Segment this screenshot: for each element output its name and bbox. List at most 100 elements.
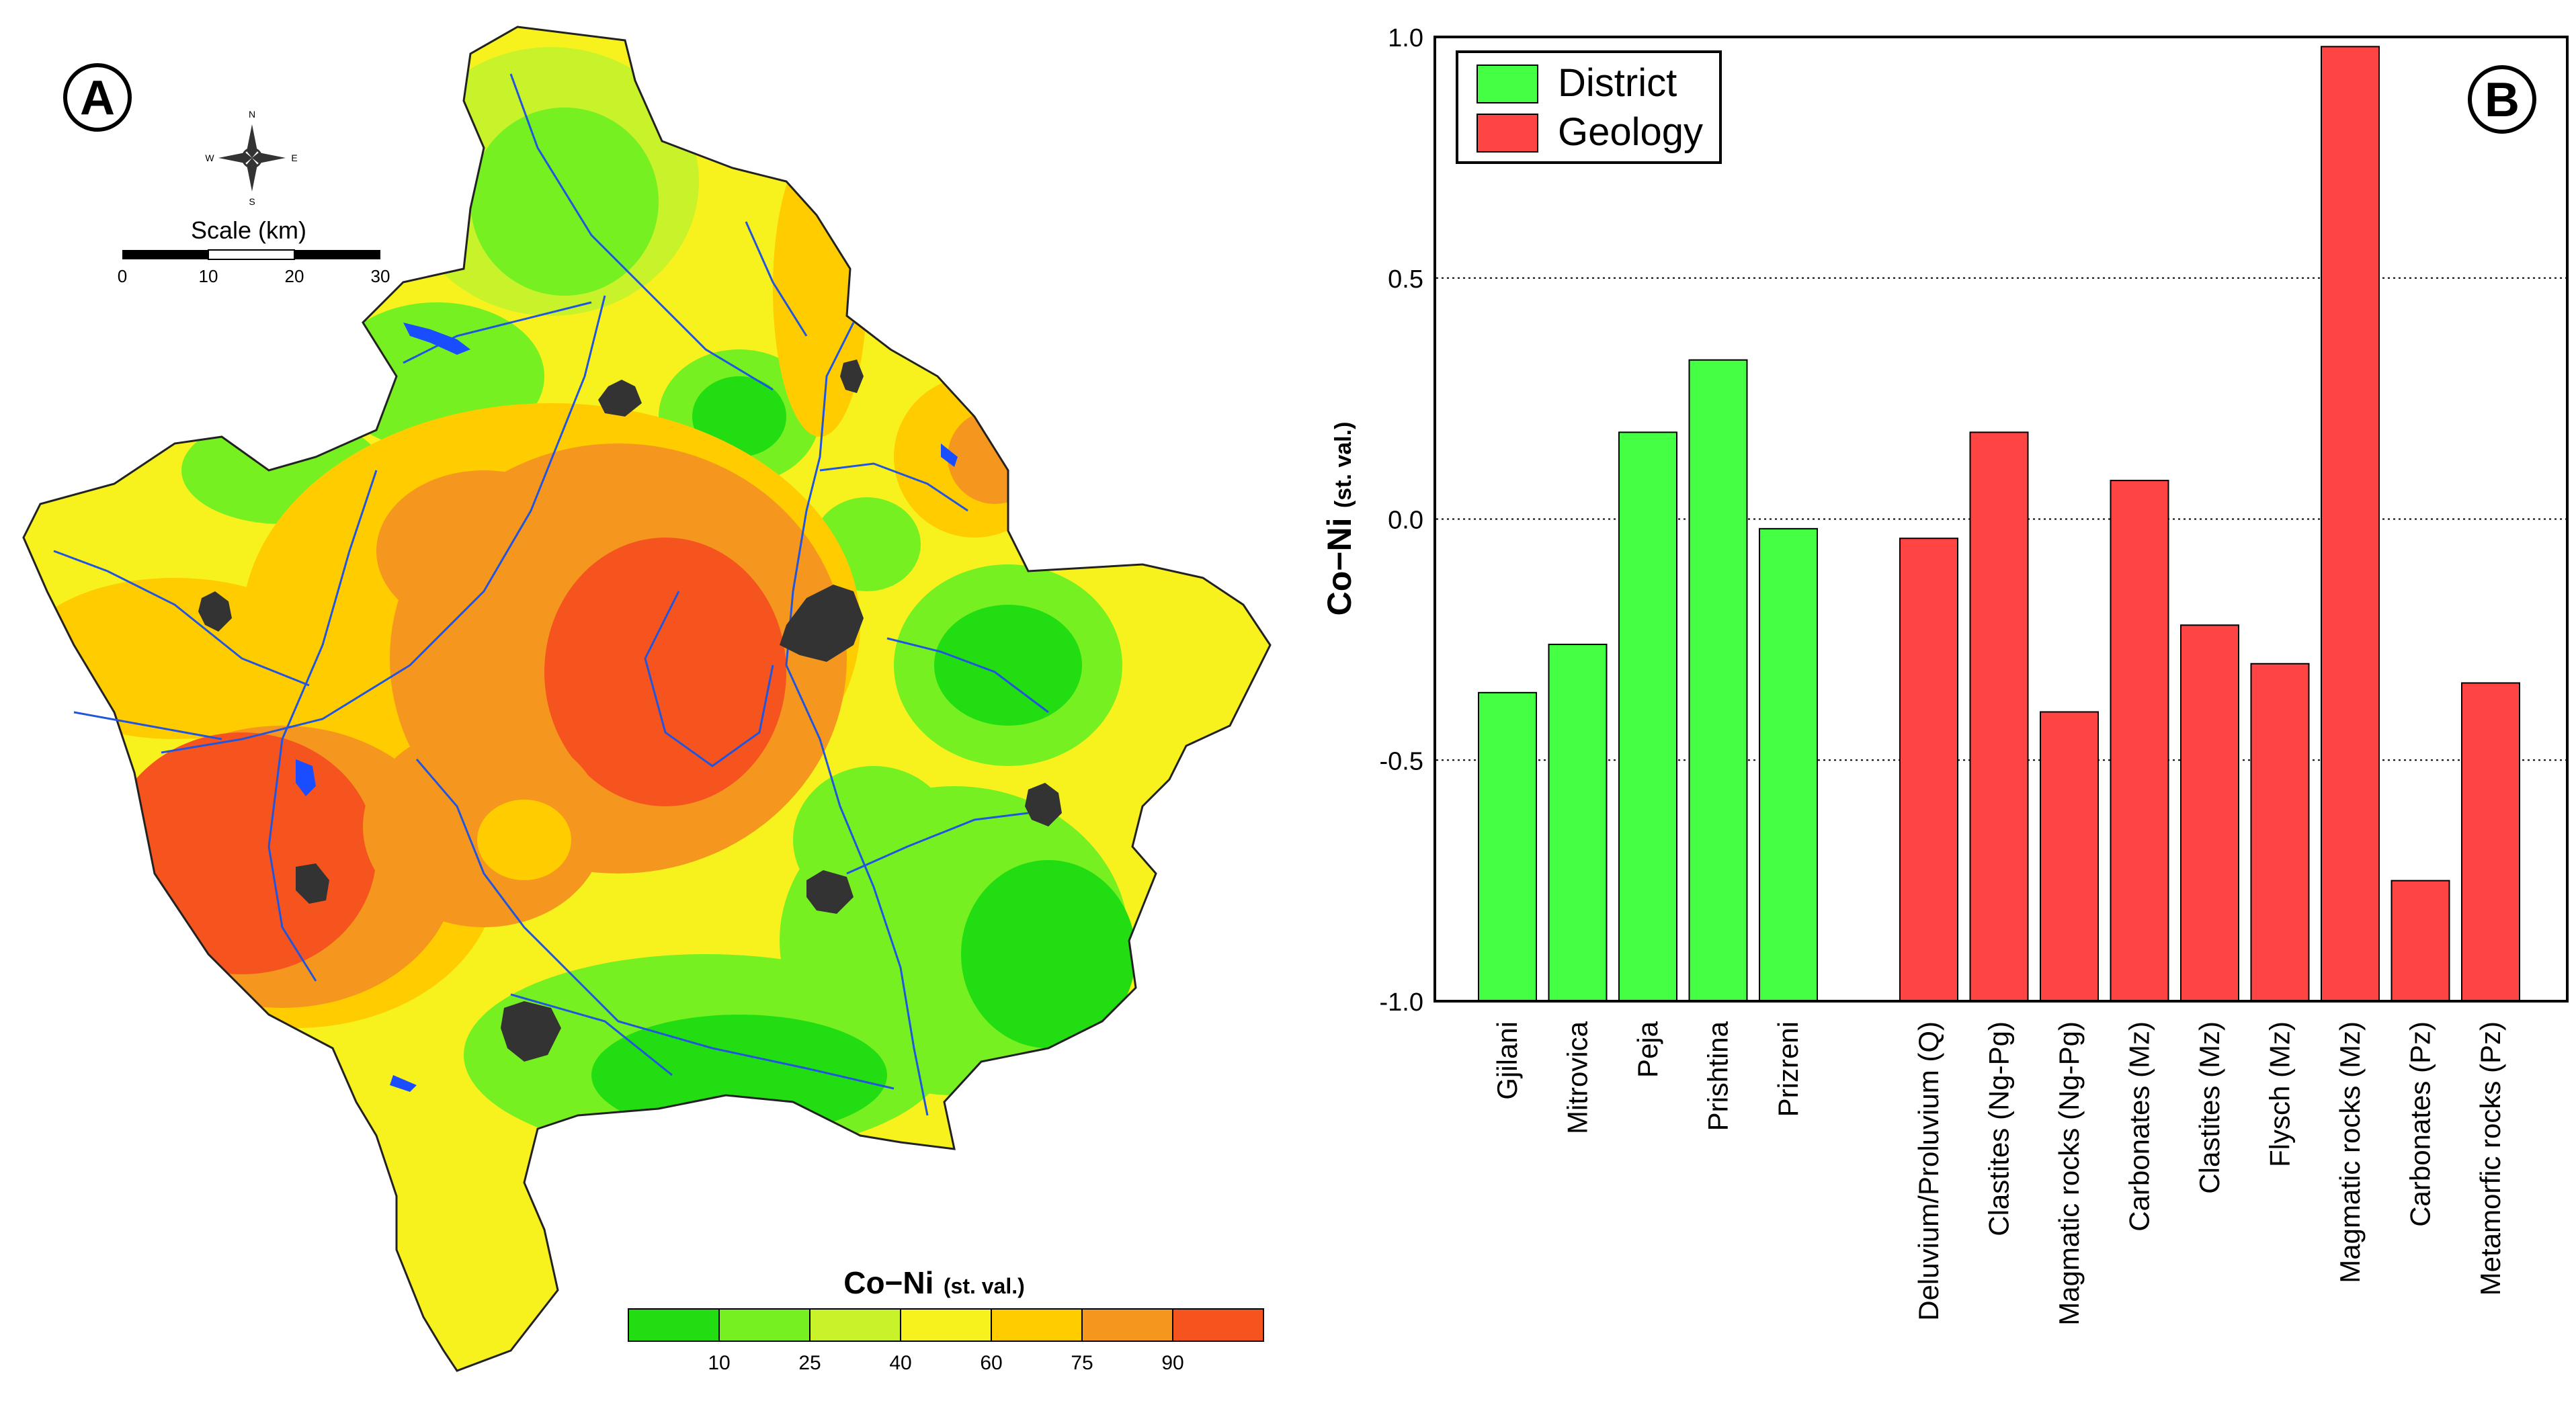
y-tick-label: -1.0 (1380, 988, 1423, 1017)
bar-geology (2040, 711, 2099, 1002)
river (819, 462, 968, 512)
y-tick-label: 1.0 (1388, 24, 1423, 52)
legend-tick-label: 75 (1071, 1352, 1093, 1374)
bar-geology (2110, 480, 2169, 1002)
scale-bar: Scale (km) 0 10 20 30 (118, 216, 390, 286)
city-gjakova (296, 863, 329, 904)
scale-tick: 30 (371, 266, 390, 286)
plot-frame (1434, 36, 2569, 1003)
map-zone (692, 376, 786, 457)
river (510, 993, 673, 1076)
scale-tick: 10 (199, 266, 218, 286)
x-tick-label: Magmatic rocks (Ng-Pg) (2053, 1021, 2085, 1326)
legend-label-district: District (1558, 61, 1677, 105)
map-zone (24, 578, 329, 739)
bar-geology (2461, 682, 2520, 1002)
river (73, 711, 222, 740)
legend-swatch (991, 1308, 1083, 1342)
x-tick-label: Clastites (Ng-Pg) (1983, 1021, 2015, 1236)
urban-areas (198, 359, 1062, 1062)
bar-district (1688, 359, 1748, 1002)
city-gjilani (1025, 783, 1062, 826)
map-color-legend: Co−Ni (st. val.) 10 25 40 60 75 90 (628, 1265, 1264, 1374)
bar-geology (2250, 663, 2310, 1002)
river-network (53, 73, 1049, 1116)
river (415, 759, 895, 1090)
x-tick-label: Magmatic rocks (Mz) (2334, 1021, 2366, 1283)
x-tick-label: Prishtina (1702, 1021, 1734, 1131)
river (403, 301, 592, 364)
compass-needle (252, 153, 286, 163)
y-axis-label-sub: (st. val.) (1331, 422, 1356, 508)
x-tick-label: Metamorfic rocks (Pz) (2475, 1021, 2506, 1295)
scale-segment (294, 250, 380, 259)
legend-swatch (809, 1308, 901, 1342)
river (846, 812, 1029, 875)
map-zone (934, 605, 1082, 726)
city-prizreni (501, 1001, 561, 1062)
bar-geology (2180, 624, 2239, 1002)
panel-a-label: A (63, 63, 132, 132)
legend-title: Co−Ni (st. val.) (843, 1265, 1025, 1300)
map-zone (773, 141, 867, 437)
y-axis-label: Co−Ni (st. val.) (1321, 422, 1358, 616)
scale-segment (122, 250, 208, 259)
river (745, 221, 808, 337)
legend-swatch (900, 1308, 992, 1342)
city-ferizaj (806, 870, 854, 914)
water-bodies (296, 323, 958, 1092)
legend-swatch (718, 1308, 811, 1342)
compass-center (241, 147, 263, 169)
bars (1478, 46, 2520, 1003)
river (644, 591, 774, 767)
city-mitrovica (598, 380, 642, 417)
panel-b-label: B (2468, 65, 2536, 134)
bar-geology (2321, 46, 2380, 1003)
legend-tick-label: 40 (889, 1352, 911, 1374)
compass-needle (218, 153, 252, 163)
panel-b-chart: 1.0 0.5 0.0 -0.5 -1.0 Gjilani Mitrovica Peja Pr… (1321, 24, 2569, 1326)
compass-n: N (249, 109, 255, 120)
compass-needle (247, 124, 257, 158)
river (886, 637, 1049, 714)
bar-district (1618, 431, 1677, 1002)
x-tick-label: Peja (1632, 1021, 1663, 1078)
legend-swatch (1081, 1308, 1173, 1342)
lake-south (390, 1075, 417, 1092)
legend-label-geology: Geology (1558, 110, 1703, 154)
x-tick-label: Deluvium/Proluvium (Q) (1913, 1021, 1944, 1321)
y-tick-label: 0.0 (1388, 507, 1423, 535)
bar-geology (2391, 880, 2450, 1002)
panel-a-label-text: A (80, 71, 115, 125)
legend-title-main: Co−Ni (843, 1265, 933, 1300)
lake-batlava (941, 443, 958, 467)
legend-swatch-geology (1477, 114, 1538, 153)
x-axis-labels: Gjilani Mitrovica Peja Prishtina Prizreni Del… (1491, 1021, 2506, 1325)
x-tick-label: Mitrovica (1562, 1021, 1593, 1134)
legend-tick-label: 25 (798, 1352, 821, 1374)
map-zone (477, 800, 571, 880)
chart-legend: District Geology (1456, 50, 1722, 164)
map-zone (591, 1015, 887, 1136)
scale-tick: 0 (118, 266, 127, 286)
x-tick-label: Gjilani (1491, 1021, 1523, 1100)
compass-rose-icon: N S W E (205, 109, 297, 207)
bar-geology (1969, 431, 2029, 1002)
scale-segment (208, 249, 295, 260)
x-tick-label: Carbonates (Pz) (2405, 1021, 2436, 1227)
map-zone (376, 470, 591, 632)
map-zone (108, 732, 376, 974)
bar-district (1478, 691, 1537, 1003)
river (509, 73, 774, 391)
lake-gazivoda (403, 323, 470, 355)
legend-swatches (628, 1308, 1264, 1342)
map-zone (961, 860, 1136, 1048)
x-tick-label: Clastites (Mz) (2194, 1021, 2225, 1194)
bar-district (1548, 644, 1608, 1002)
legend-tick-label: 10 (708, 1352, 730, 1374)
legend-tick-label: 60 (980, 1352, 1002, 1374)
river (53, 550, 310, 687)
compass-w: W (205, 153, 214, 163)
country-border (22, 26, 1272, 1372)
lake-radoniq (296, 759, 316, 796)
